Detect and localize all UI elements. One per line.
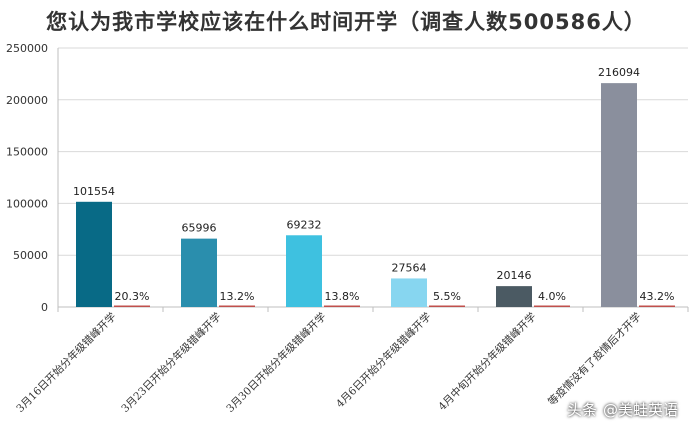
percent-data-label: 5.5% bbox=[433, 290, 461, 303]
count-bar bbox=[76, 201, 112, 307]
count-bar bbox=[286, 235, 322, 307]
count-bar bbox=[496, 286, 532, 307]
percent-data-label: 13.8% bbox=[325, 290, 360, 303]
count-data-label: 216094 bbox=[598, 66, 640, 79]
percent-bar bbox=[324, 305, 360, 307]
x-tick-label: 4月中旬开始分年级错峰开学 bbox=[436, 310, 539, 413]
watermark: 头条 @美蛙英语 bbox=[567, 399, 678, 420]
watermark-source: 头条 bbox=[566, 401, 597, 419]
count-data-label: 101554 bbox=[73, 185, 115, 198]
y-tick-label: 150000 bbox=[6, 146, 48, 159]
percent-data-label: 43.2% bbox=[640, 290, 675, 303]
count-bar bbox=[601, 83, 637, 307]
count-data-label: 27564 bbox=[392, 261, 427, 274]
y-tick-label: 0 bbox=[41, 301, 48, 314]
count-data-label: 65996 bbox=[182, 222, 217, 235]
count-bar bbox=[181, 238, 217, 307]
percent-bar bbox=[534, 305, 570, 307]
y-tick-label: 200000 bbox=[6, 94, 48, 107]
x-tick-label: 4月6日开始分年级错峰开学 bbox=[333, 310, 433, 410]
percent-data-label: 13.2% bbox=[220, 290, 255, 303]
chart-title: 您认为我市学校应该在什么时间开学（调查人数500586人） bbox=[46, 10, 646, 34]
percent-data-label: 20.3% bbox=[115, 290, 150, 303]
percent-bar bbox=[429, 305, 465, 307]
y-tick-label: 100000 bbox=[6, 197, 48, 210]
y-tick-label: 250000 bbox=[6, 42, 48, 55]
percent-data-label: 4.0% bbox=[538, 290, 566, 303]
y-tick-label: 50000 bbox=[13, 249, 48, 262]
percent-bar bbox=[114, 305, 150, 307]
watermark-handle: @美蛙英语 bbox=[602, 401, 678, 419]
percent-bar bbox=[219, 305, 255, 307]
x-tick-label: 3月16日开始分年级错峰开学 bbox=[14, 310, 119, 415]
count-data-label: 20146 bbox=[497, 269, 532, 282]
x-tick-label: 等疫情没有了疫情后才开学 bbox=[545, 310, 643, 408]
count-bar bbox=[391, 278, 427, 307]
x-tick-label: 3月23日开始分年级错峰开学 bbox=[119, 310, 224, 415]
count-data-label: 69232 bbox=[287, 218, 322, 231]
x-tick-label: 3月30日开始分年级错峰开学 bbox=[224, 310, 329, 415]
percent-bar bbox=[639, 305, 675, 307]
